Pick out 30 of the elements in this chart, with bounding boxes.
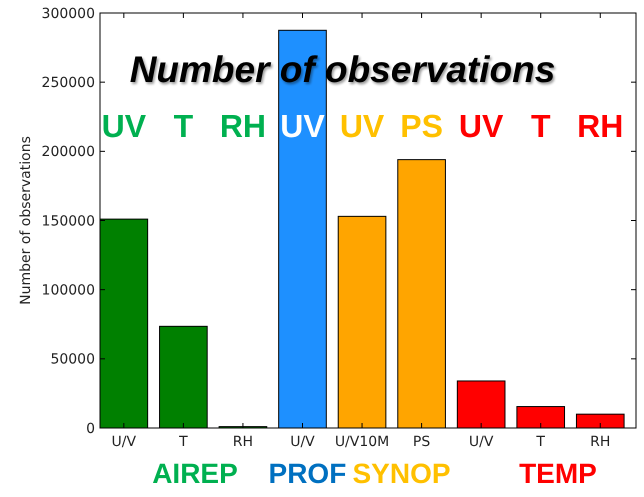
text: SYNOP: [352, 458, 451, 489]
text: AIREP: [152, 458, 238, 489]
y-tick-label: 200000: [42, 144, 95, 160]
annotation: T: [530, 108, 551, 144]
y-axis-title: Number of observations: [18, 136, 34, 305]
text: PROF: [268, 458, 346, 489]
x-tick-label: U/V: [468, 434, 494, 450]
y-tick-label: 0: [86, 420, 95, 437]
y-tick-label: 50000: [50, 352, 95, 368]
x-tick-label: U/V10M: [334, 434, 390, 450]
annotation: UV: [458, 108, 504, 144]
x-tick-label: T: [535, 434, 546, 450]
y-tick-label: 300000: [42, 6, 95, 22]
annotation: UV: [280, 108, 326, 144]
annotation: RH: [220, 108, 266, 144]
annotation: PS: [400, 108, 443, 144]
x-tick-label: RH: [232, 434, 254, 450]
x-tick-label: U/V: [290, 434, 316, 450]
annotation: RH: [577, 108, 624, 144]
y-tick-label: 250000: [42, 75, 95, 92]
text: TEMP: [519, 458, 597, 489]
annotation: T: [174, 108, 194, 144]
y-tick-label: 150000: [42, 213, 95, 230]
x-tick-label: T: [178, 434, 188, 450]
x-tick-label: PS: [412, 434, 430, 450]
x-tick-label: U/V: [112, 434, 137, 450]
annotation: UV: [102, 108, 147, 144]
annotation: UV: [340, 108, 385, 144]
x-tick-label: RH: [590, 434, 610, 450]
y-tick-label: 100000: [42, 282, 95, 299]
